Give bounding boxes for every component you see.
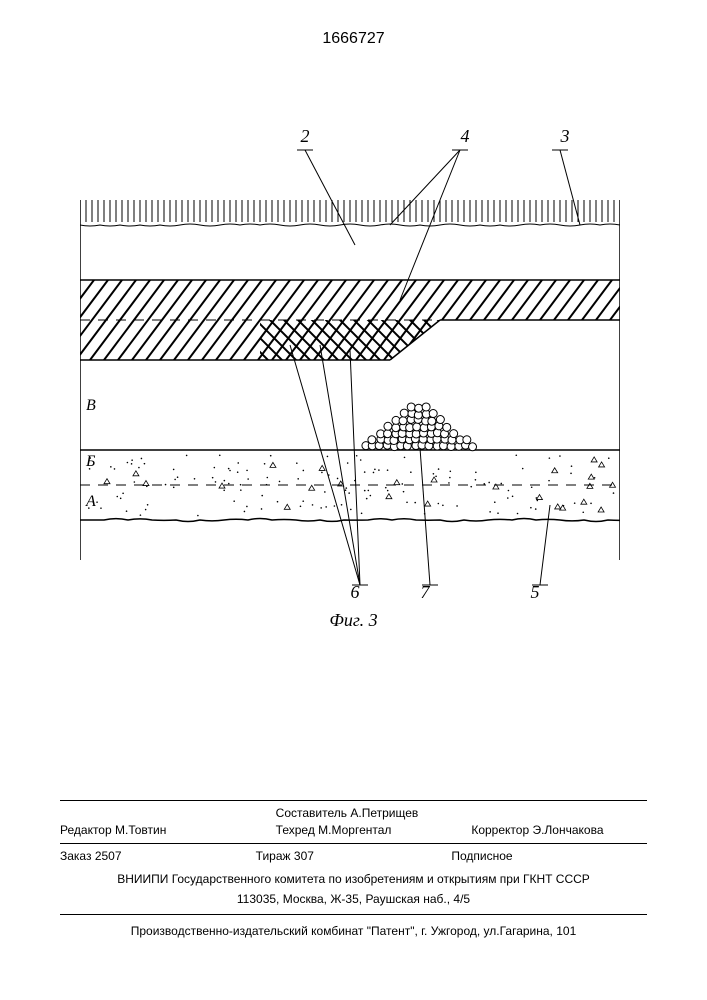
composer-label: Составитель bbox=[276, 806, 347, 820]
svg-text:7: 7 bbox=[421, 582, 431, 600]
corrector-name: Э.Лончакова bbox=[532, 823, 603, 837]
svg-text:2: 2 bbox=[301, 130, 310, 146]
svg-text:5: 5 bbox=[531, 582, 540, 600]
order-num: 2507 bbox=[95, 849, 122, 863]
tirazh-num: 307 bbox=[294, 849, 314, 863]
svg-text:В: В bbox=[86, 397, 96, 414]
editor-label: Редактор bbox=[60, 823, 112, 837]
order-label: Заказ bbox=[60, 849, 91, 863]
composer-name: А.Петрищев bbox=[350, 806, 418, 820]
svg-text:6: 6 bbox=[351, 582, 360, 600]
footer-org: ВНИИПИ Государственного комитета по изоб… bbox=[60, 869, 647, 890]
imprint-footer: Редактор М.Товтин Составитель А.Петрищев… bbox=[60, 800, 647, 940]
techred-label: Техред bbox=[276, 823, 315, 837]
tirazh-label: Тираж bbox=[256, 849, 291, 863]
svg-text:4: 4 bbox=[461, 130, 470, 146]
patent-number: 1666727 bbox=[0, 30, 707, 48]
podpisnoe: Подписное bbox=[451, 848, 647, 865]
footer-address: 113035, Москва, Ж-35, Раушская наб., 4/5 bbox=[60, 889, 647, 915]
technical-figure: В Б А 2 4 3 6 7 5 bbox=[80, 130, 620, 600]
svg-text:Б: Б bbox=[85, 453, 96, 470]
footer-printer: Производственно-издательский комбинат "П… bbox=[60, 915, 647, 940]
figure-caption: Фиг. 3 bbox=[0, 610, 707, 631]
corrector-label: Корректор bbox=[471, 823, 529, 837]
svg-text:А: А bbox=[85, 493, 96, 510]
svg-text:3: 3 bbox=[560, 130, 570, 146]
editor-name: М.Товтин bbox=[115, 823, 166, 837]
techred-name: М.Моргентал bbox=[318, 823, 391, 837]
